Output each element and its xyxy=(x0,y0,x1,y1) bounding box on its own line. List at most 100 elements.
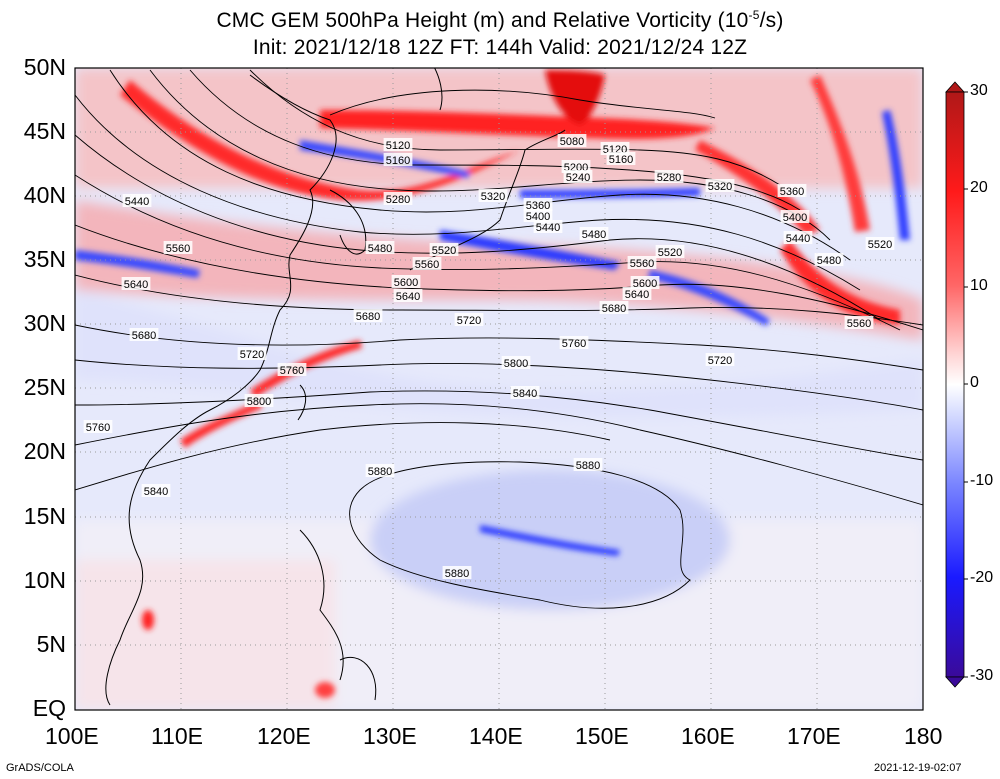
contour-label: 5480 xyxy=(582,229,606,241)
colorbar-label-20: 20 xyxy=(970,179,988,196)
contour-label: 5520 xyxy=(868,239,892,251)
lon-label-110e: 110E xyxy=(151,723,204,749)
contour-label-bg xyxy=(523,198,553,211)
contour-label-bg xyxy=(365,241,395,254)
lat-label-25n: 25N xyxy=(23,374,66,400)
lat-label-40n: 40N xyxy=(23,182,66,208)
contour-label-bg xyxy=(655,245,685,258)
contour-label: 5760 xyxy=(562,338,586,350)
lon-label-140e: 140E xyxy=(469,723,523,749)
contour-label: 5440 xyxy=(786,233,810,245)
colorbar xyxy=(945,81,968,688)
lat-label-45n: 45N xyxy=(23,118,66,144)
contour-label-bg xyxy=(600,142,630,155)
contour-label: 5640 xyxy=(124,279,148,291)
footer-software-credit: GrADS/COLA xyxy=(6,762,74,774)
contour-label: 5080 xyxy=(560,136,584,148)
contour-label: 5680 xyxy=(602,303,626,315)
contour-label-bg xyxy=(365,464,395,477)
contour-label: 5320 xyxy=(708,181,732,193)
contour-label-bg xyxy=(129,328,159,341)
contour-label-bg xyxy=(510,386,540,399)
contour-label: 5560 xyxy=(847,318,871,330)
lat-label-eq: EQ xyxy=(32,695,66,721)
contour-label-bg xyxy=(478,189,508,202)
contour-label: 5160 xyxy=(609,154,633,166)
contour-label-bg xyxy=(501,356,531,369)
lon-label-100e: 100E xyxy=(45,723,99,749)
contour-label: 5760 xyxy=(86,422,110,434)
contour-label: 5560 xyxy=(166,243,190,255)
contour-label: 5360 xyxy=(780,186,804,198)
contour-label-bg xyxy=(654,170,684,183)
colorbar-label-neg10: -10 xyxy=(970,472,994,489)
contour-label-bg xyxy=(783,231,813,244)
contour-label-bg xyxy=(557,134,587,147)
contour-label: 5800 xyxy=(504,358,528,370)
chart-title-line2: Init: 2021/12/18 12Z FT: 144h Valid: 202… xyxy=(252,36,748,59)
contour-label: 5440 xyxy=(125,196,149,208)
contour-label: 5680 xyxy=(356,311,380,323)
lon-label-130e: 130E xyxy=(363,723,417,749)
lat-label-15n: 15N xyxy=(23,503,66,529)
contour-label: 5720 xyxy=(457,315,481,327)
contour-label-bg xyxy=(391,275,421,288)
height-contours xyxy=(75,69,923,609)
lat-label-50n: 50N xyxy=(23,54,66,80)
contour-label-bg xyxy=(237,347,267,360)
contour-label-bg xyxy=(83,420,113,433)
contour-label-bg xyxy=(121,277,151,290)
contour-label-bg xyxy=(780,210,810,223)
colorbar-scale xyxy=(945,91,965,678)
contour-label-bg xyxy=(454,313,484,326)
lon-label-150e: 150E xyxy=(575,723,629,749)
colorbar-max-arrow xyxy=(945,81,965,93)
contour-label-bg xyxy=(622,287,652,300)
lat-label-30n: 30N xyxy=(23,310,66,336)
contour-label-bg xyxy=(844,316,874,329)
title-exponent: -5 xyxy=(748,8,760,22)
contour-label-bg xyxy=(383,153,413,166)
contour-label-bg xyxy=(777,184,807,197)
contour-label-bg xyxy=(122,194,152,207)
lat-label-10n: 10N xyxy=(23,567,66,593)
contour-label-bg xyxy=(705,179,735,192)
contour-label-bg xyxy=(559,336,589,349)
contour-label-bg xyxy=(277,363,307,376)
contour-label: 5560 xyxy=(415,259,439,271)
contour-label-bg xyxy=(393,289,423,302)
contour-label-bg xyxy=(383,138,413,151)
contour-label: 5120 xyxy=(386,140,410,152)
contour-label-bg xyxy=(599,301,629,314)
contour-label-bg xyxy=(814,253,844,266)
lon-label-120e: 120E xyxy=(257,723,311,749)
contour-label-bg xyxy=(429,243,459,256)
chart-title-line1: CMC GEM 500hPa Height (m) and Relative V… xyxy=(216,8,784,32)
colorbar-min-arrow xyxy=(945,676,965,688)
lat-label-5n: 5N xyxy=(36,631,66,657)
colorbar-label-neg30: -30 xyxy=(970,667,994,684)
colorbar-label-neg20: -20 xyxy=(970,569,994,586)
contour-label-bg xyxy=(442,566,472,579)
vorticity-field xyxy=(75,68,923,710)
contour-label-bg xyxy=(705,353,735,366)
contour-label-bg xyxy=(244,394,274,407)
contour-label: 5560 xyxy=(630,258,654,270)
contour-label: 5320 xyxy=(481,191,505,203)
contour-label-bg xyxy=(163,241,193,254)
lon-label-180: 180 xyxy=(904,723,943,749)
contour-label: 5800 xyxy=(247,396,271,408)
contour-label-bg xyxy=(865,237,895,250)
contour-label: 5880 xyxy=(368,466,392,478)
colorbar-label-30: 30 xyxy=(970,82,988,99)
graticule xyxy=(75,68,923,710)
lat-label-35n: 35N xyxy=(23,246,66,272)
contour-label-bg xyxy=(573,458,603,471)
contour-label: 5600 xyxy=(394,277,418,289)
contour-label: 5400 xyxy=(783,212,807,224)
contour-label: 5720 xyxy=(708,355,732,367)
contour-label-bg xyxy=(606,152,636,165)
contour-label: 5640 xyxy=(625,289,649,301)
